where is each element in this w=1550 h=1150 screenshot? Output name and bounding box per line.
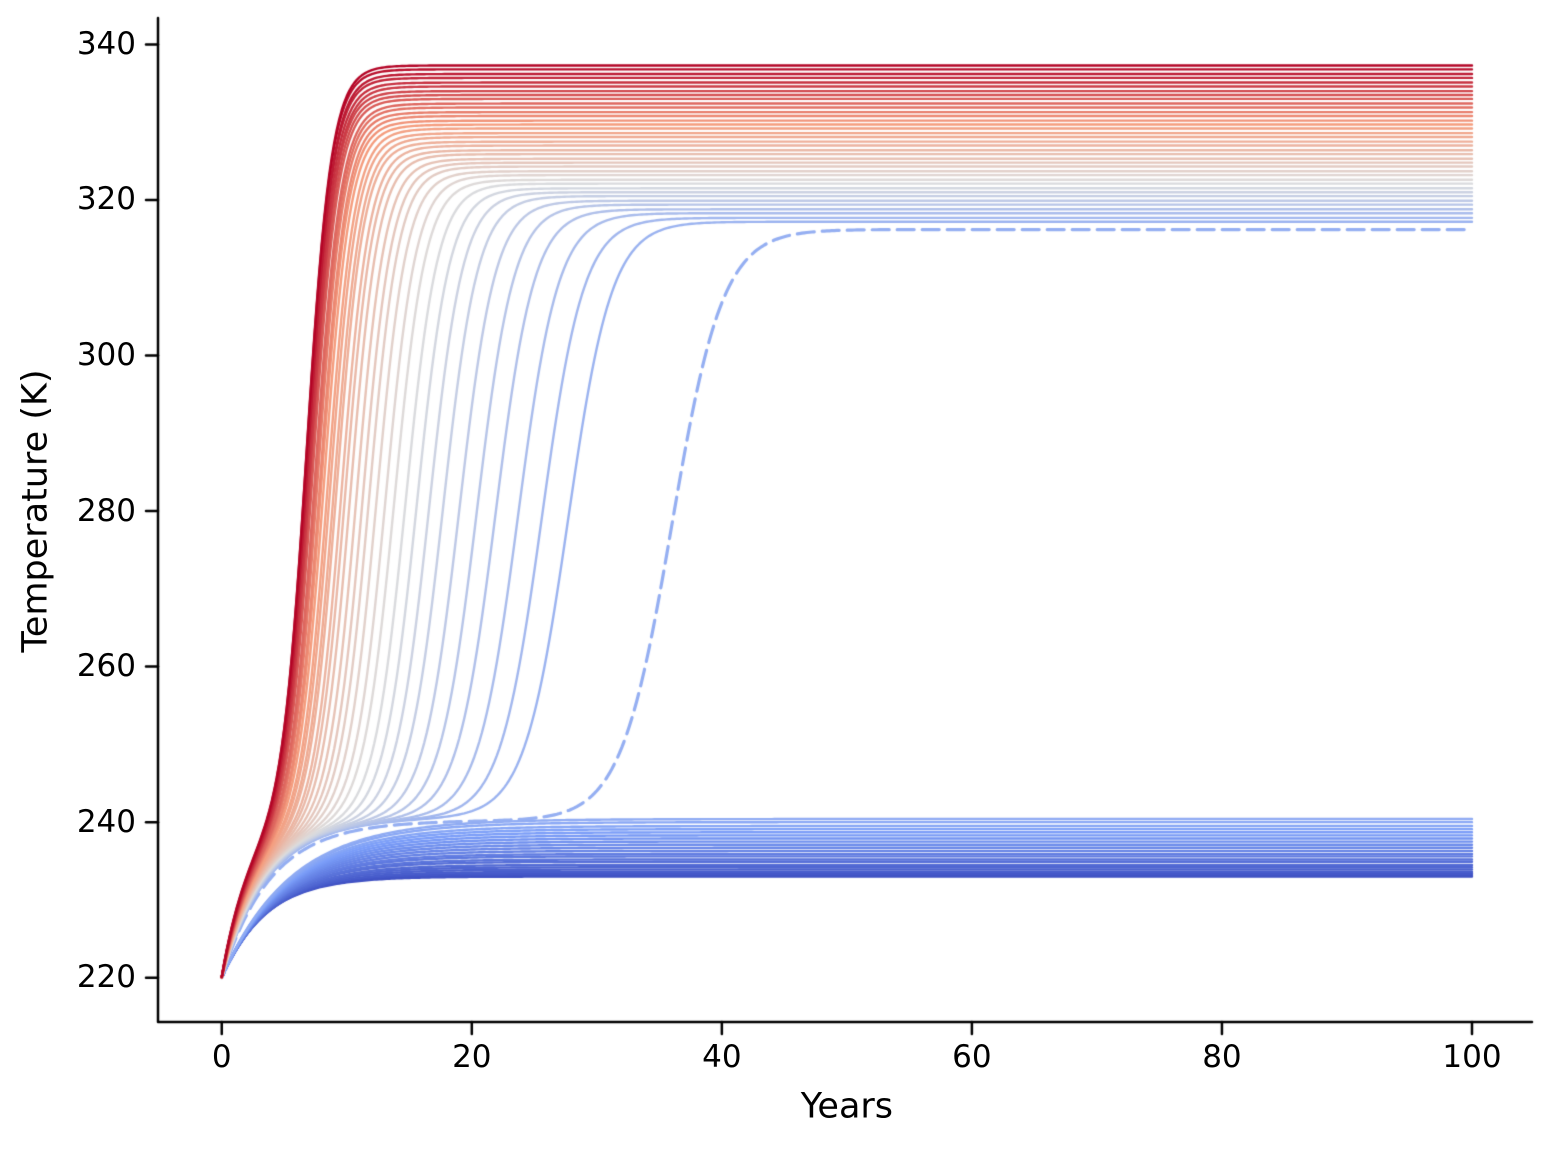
y-tick-label: 280 — [76, 492, 136, 529]
y-tick-label: 300 — [76, 337, 136, 374]
x-tick-label: 0 — [211, 1039, 232, 1075]
y-tick-label: 240 — [76, 803, 136, 840]
y-tick-label: 340 — [76, 25, 136, 62]
x-tick-label: 80 — [1202, 1039, 1242, 1075]
y-tick-label: 320 — [76, 181, 136, 218]
x-tick-label: 20 — [452, 1039, 492, 1075]
x-tick-label: 40 — [702, 1039, 742, 1075]
x-tick-label: 100 — [1442, 1039, 1502, 1075]
y-tick-label: 220 — [76, 959, 136, 996]
x-tick-label: 60 — [952, 1039, 992, 1075]
y-tick-label: 260 — [76, 648, 136, 685]
x-axis-label: Years — [800, 1086, 894, 1127]
